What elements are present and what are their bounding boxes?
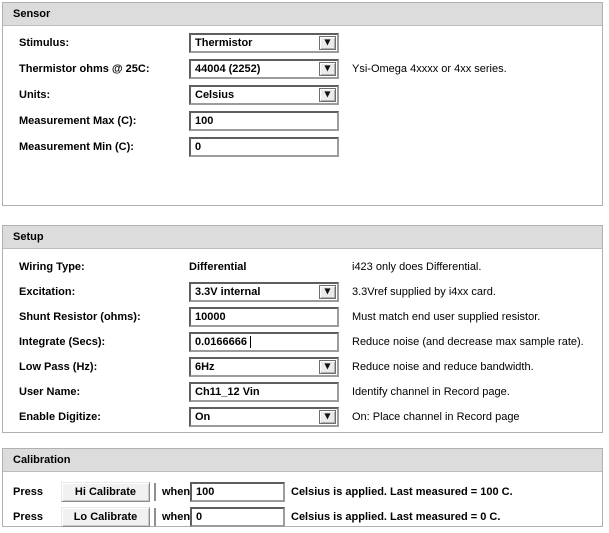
units-value: Celsius [195,89,235,101]
calibration-group: Calibration Press Hi Calibrate when Cels… [2,448,603,527]
lo-press-label: Press [13,510,43,523]
user-name-label: User Name: [19,385,81,398]
low-pass-value: 6Hz [195,360,215,373]
stimulus-dropdown-button[interactable]: ▼ [319,36,336,50]
chevron-down-icon: ▼ [324,361,331,370]
measurement-max-row: Measurement Max (C): [3,108,602,134]
hi-cal-value-input[interactable] [190,481,285,502]
chevron-down-icon: ▼ [324,63,331,73]
low-pass-row: Low Pass (Hz): 6Hz ▼ Reduce noise and re… [3,354,602,379]
stimulus-label: Stimulus: [19,37,70,49]
excitation-row: Excitation: 3.3V internal ▼ 3.3Vref supp… [3,279,602,304]
hi-cal-note: Celsius is applied. Last measured = 100 … [291,485,513,498]
calibration-group-title: Calibration [3,449,602,472]
measurement-max-label: Measurement Max (C): [19,115,137,127]
units-dropdown[interactable]: Celsius ▼ [189,85,339,105]
stimulus-dropdown[interactable]: Thermistor ▼ [189,33,339,53]
sensor-group-title: Sensor [3,3,602,26]
thermistor-ohms-dropdown-button[interactable]: ▼ [319,62,336,76]
excitation-dropdown[interactable]: 3.3V internal ▼ [189,281,339,302]
measurement-min-label: Measurement Min (C): [19,141,134,153]
shunt-resistor-label: Shunt Resistor (ohms): [19,310,141,323]
excitation-value: 3.3V internal [195,285,261,298]
thermistor-ohms-row: Thermistor ohms @ 25C: 44004 (2252) ▼ Ys… [3,56,602,82]
button-shadow-divider [154,507,156,526]
excitation-dropdown-button[interactable]: ▼ [319,284,336,299]
integrate-input[interactable] [189,331,339,352]
chevron-down-icon: ▼ [324,286,331,295]
chevron-down-icon: ▼ [324,411,331,420]
stimulus-row: Stimulus: Thermistor ▼ [3,30,602,56]
wiring-type-value: Differential [189,260,247,273]
low-pass-label: Low Pass (Hz): [19,360,98,373]
hi-when-label: when [162,485,191,498]
lo-cal-value-input[interactable] [190,506,285,527]
setup-group-content: Wiring Type: Differential i423 only does… [3,249,602,429]
wiring-type-note: i423 only does Differential. [352,260,482,273]
enable-digitize-label: Enable Digitize: [19,410,101,423]
integrate-note: Reduce noise (and decrease max sample ra… [352,335,584,348]
stimulus-value: Thermistor [195,37,253,49]
hi-press-label: Press [13,485,43,498]
lo-calibrate-row: Press Lo Calibrate when Celsius is appli… [3,504,602,529]
integrate-row: Integrate (Secs): Reduce noise (and decr… [3,329,602,354]
enable-digitize-row: Enable Digitize: On ▼ On: Place channel … [3,404,602,429]
setup-group: Setup Wiring Type: Differential i423 onl… [2,225,603,433]
enable-digitize-dropdown[interactable]: On ▼ [189,406,339,427]
low-pass-dropdown[interactable]: 6Hz ▼ [189,356,339,377]
enable-digitize-dropdown-button[interactable]: ▼ [319,409,336,424]
integrate-label: Integrate (Secs): [19,335,106,348]
hi-calibrate-row: Press Hi Calibrate when Celsius is appli… [3,479,602,504]
shunt-resistor-input[interactable] [189,306,339,327]
enable-digitize-note: On: Place channel in Record page [352,410,520,423]
lo-cal-note: Celsius is applied. Last measured = 0 C. [291,510,501,523]
thermistor-ohms-value: 44004 (2252) [195,63,261,75]
user-name-input[interactable] [189,381,339,402]
thermistor-ohms-label: Thermistor ohms @ 25C: [19,63,150,75]
button-shadow-divider [154,482,156,501]
thermistor-ohms-dropdown[interactable]: 44004 (2252) ▼ [189,59,339,79]
lo-calibrate-button[interactable]: Lo Calibrate [61,506,150,527]
hi-calibrate-button[interactable]: Hi Calibrate [61,481,150,502]
sensor-group-content: Stimulus: Thermistor ▼ Thermistor ohms @… [3,26,602,160]
user-name-note: Identify channel in Record page. [352,385,510,398]
enable-digitize-value: On [195,410,211,423]
wiring-type-row: Wiring Type: Differential i423 only does… [3,254,602,279]
measurement-min-input[interactable] [189,137,339,157]
shunt-resistor-note: Must match end user supplied resistor. [352,310,541,323]
setup-group-title: Setup [3,226,602,249]
low-pass-note: Reduce noise and reduce bandwidth. [352,360,534,373]
wiring-type-label: Wiring Type: [19,260,85,273]
thermistor-ohms-note: Ysi-Omega 4xxxx or 4xx series. [352,63,507,75]
chevron-down-icon: ▼ [324,89,331,99]
lo-when-label: when [162,510,191,523]
shunt-resistor-row: Shunt Resistor (ohms): Must match end us… [3,304,602,329]
user-name-row: User Name: Identify channel in Record pa… [3,379,602,404]
units-row: Units: Celsius ▼ [3,82,602,108]
calibration-group-content: Press Hi Calibrate when Celsius is appli… [3,472,602,529]
text-caret [250,335,251,348]
sensor-group: Sensor Stimulus: Thermistor ▼ Thermistor… [2,2,603,206]
units-label: Units: [19,89,51,101]
measurement-max-input[interactable] [189,111,339,131]
low-pass-dropdown-button[interactable]: ▼ [319,359,336,374]
measurement-min-row: Measurement Min (C): [3,134,602,160]
excitation-note: 3.3Vref supplied by i4xx card. [352,285,496,298]
chevron-down-icon: ▼ [324,37,331,47]
units-dropdown-button[interactable]: ▼ [319,88,336,102]
excitation-label: Excitation: [19,285,76,298]
